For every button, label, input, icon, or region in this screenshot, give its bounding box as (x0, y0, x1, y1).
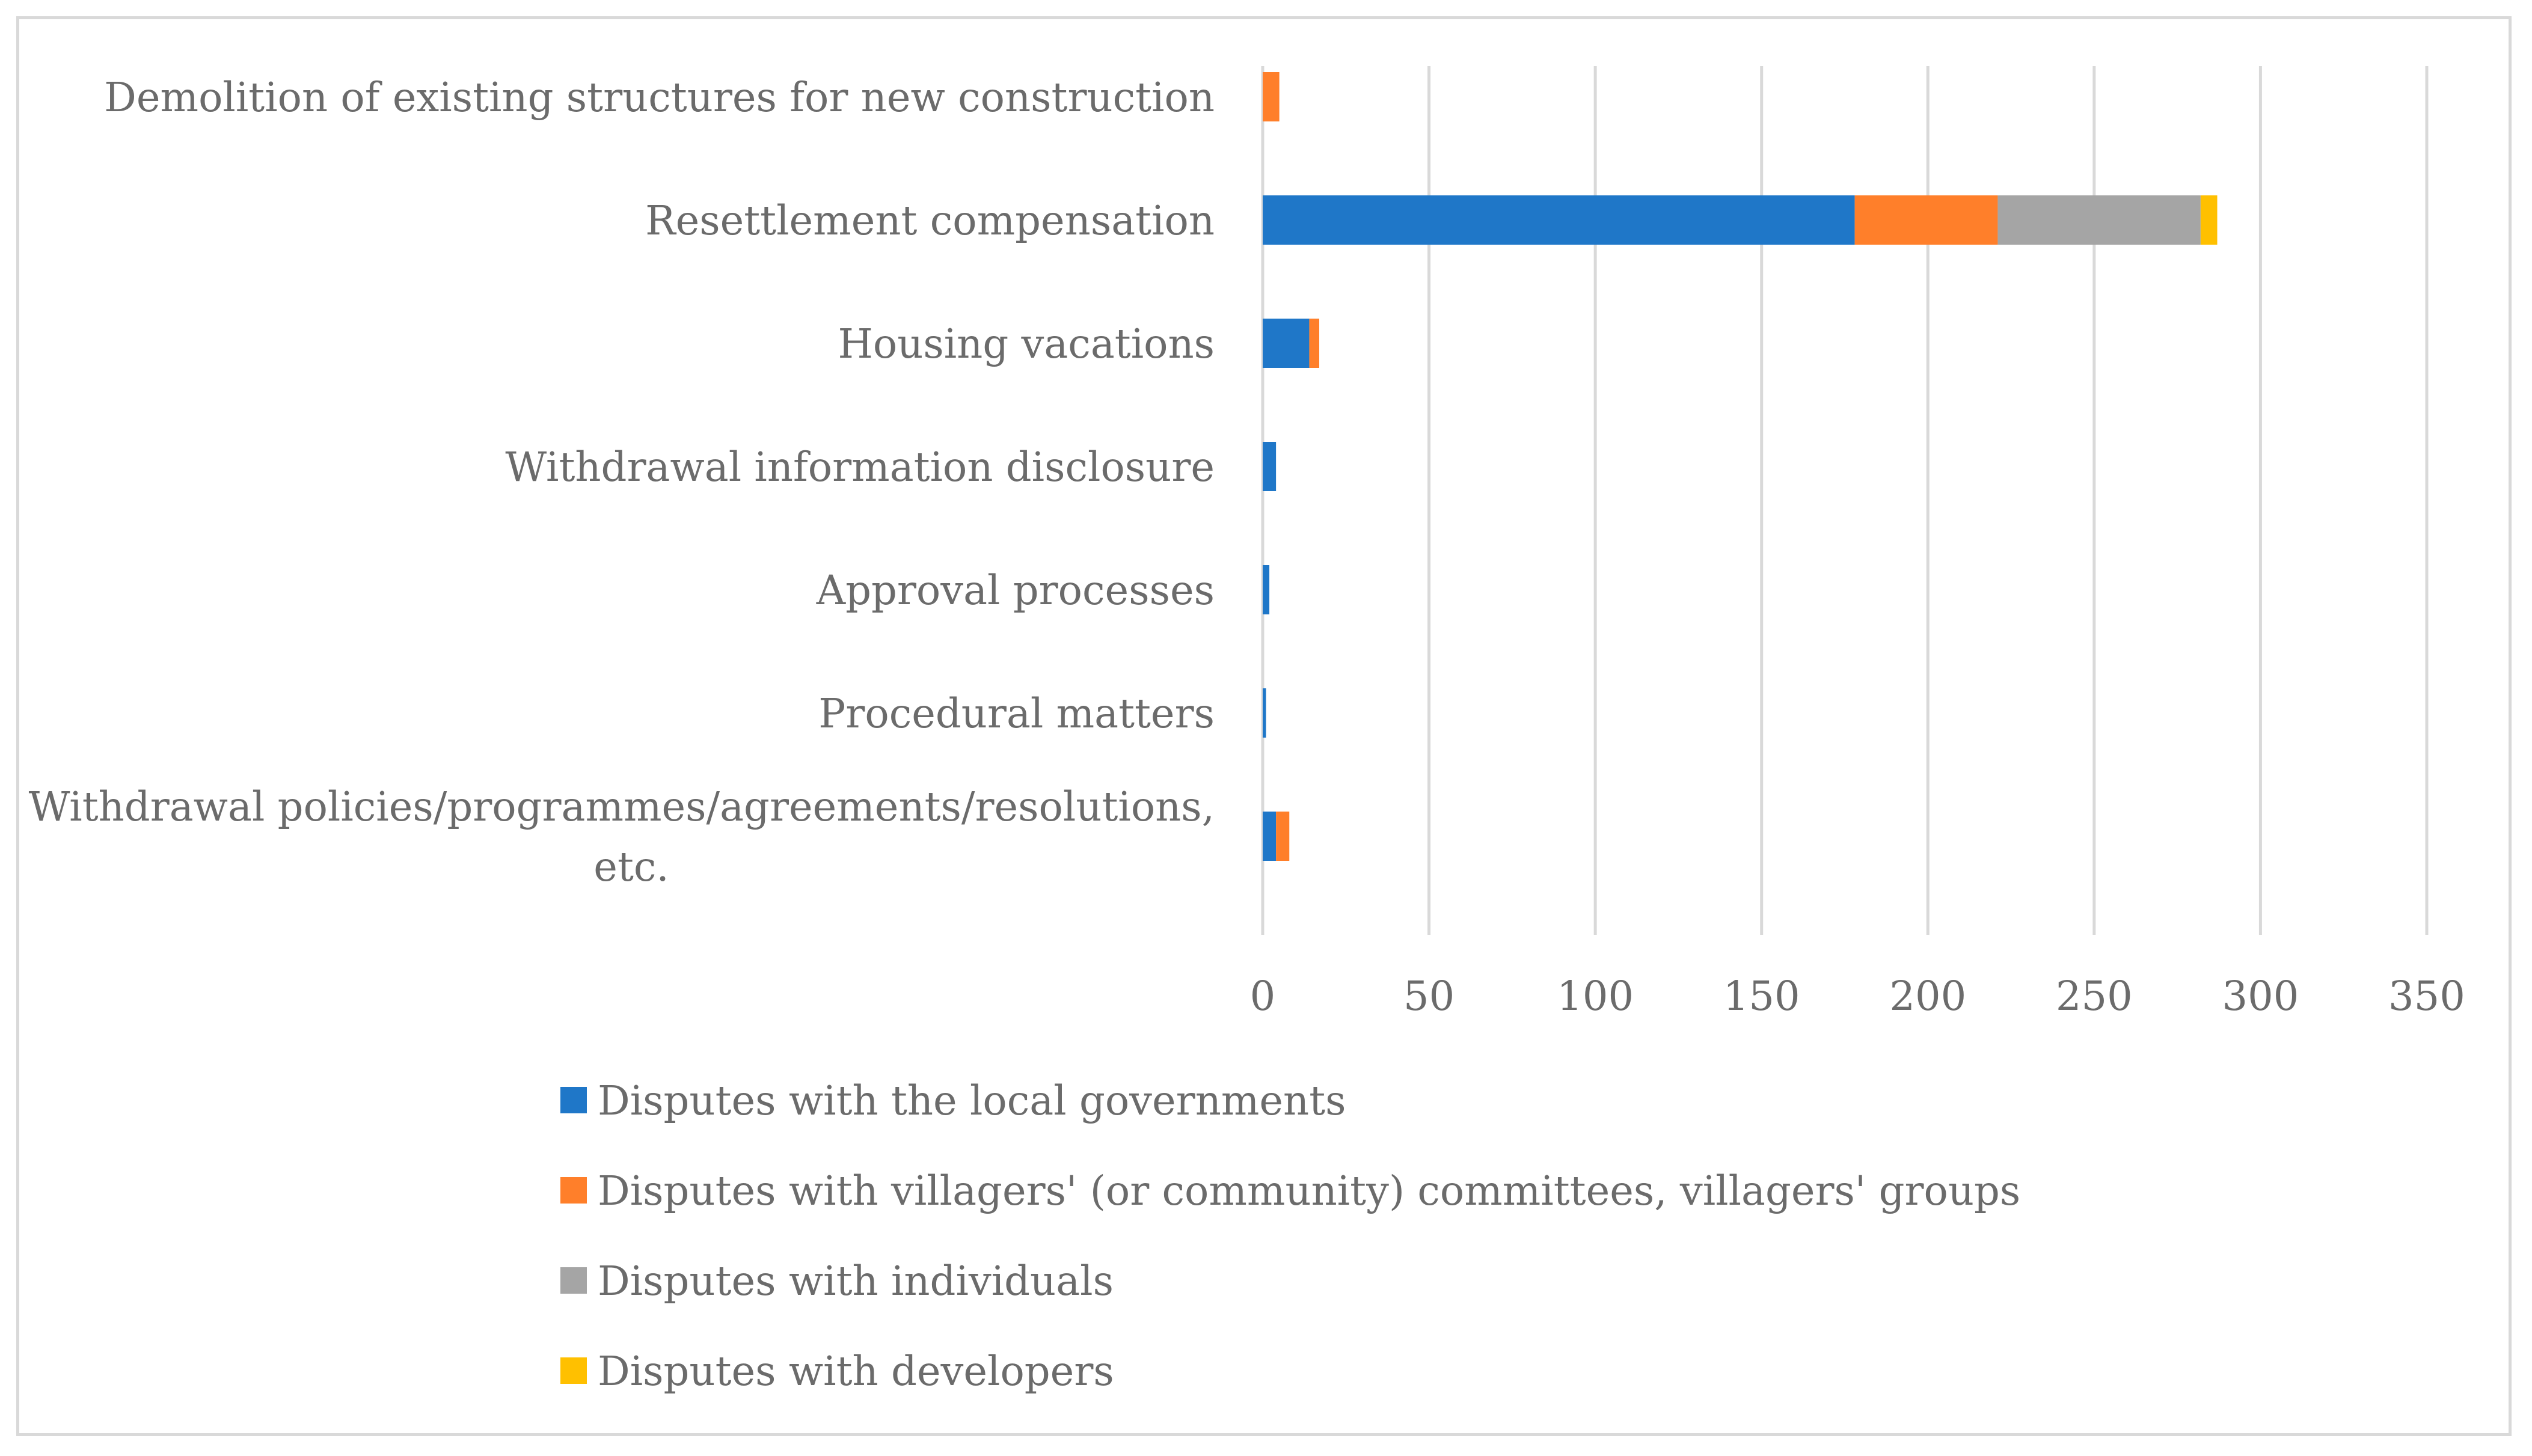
x-tick-label: 0 (1250, 973, 1276, 1020)
x-tick-label: 300 (2222, 973, 2299, 1020)
legend: Disputes with the local governments Dispu… (560, 1077, 2020, 1395)
x-tick-label: 250 (2056, 973, 2133, 1020)
x-tick-label: 100 (1557, 973, 1634, 1020)
bar-segment (1263, 319, 1310, 368)
category-label: Housing vacations (838, 320, 1215, 367)
bar-segment (1263, 72, 1280, 121)
legend-label: Disputes with developers (598, 1348, 1114, 1395)
category-label: Demolition of existing structures for ne… (104, 74, 1215, 121)
bar-segment (1263, 195, 1855, 245)
x-axis-ticks: 0 50 100 150 200 250 300 350 (1250, 973, 2465, 1020)
x-tick-label: 200 (1889, 973, 1966, 1020)
bar-segment (1263, 688, 1266, 738)
x-tick-label: 350 (2388, 973, 2465, 1020)
legend-swatch (560, 1177, 587, 1204)
category-label: Procedural matters (818, 690, 1215, 737)
legend-swatch (560, 1087, 587, 1113)
bar-segment (1263, 565, 1270, 614)
category-label: etc. (593, 843, 669, 890)
bar-segment (1263, 812, 1277, 861)
category-label: Withdrawal policies/programmes/agreement… (29, 783, 1215, 830)
legend-label: Disputes with villagers' (or community) … (598, 1167, 2020, 1214)
category-label: Approval processes (816, 567, 1215, 614)
x-tick-label: 150 (1723, 973, 1800, 1020)
bar-segment (1276, 812, 1290, 861)
legend-swatch (560, 1357, 587, 1384)
bars (1263, 72, 2218, 861)
bar-segment (1309, 319, 1320, 368)
bar-segment (2200, 195, 2218, 245)
category-label: Withdrawal information disclosure (505, 444, 1215, 491)
legend-label: Disputes with individuals (598, 1258, 1114, 1305)
bar-segment (1997, 195, 2201, 245)
legend-label: Disputes with the local governments (598, 1077, 1346, 1124)
x-tick-label: 50 (1403, 973, 1455, 1020)
bar-segment (1263, 442, 1277, 491)
category-labels: Demolition of existing structures for ne… (29, 74, 1215, 890)
bar-segment (1854, 195, 1998, 245)
legend-swatch (560, 1267, 587, 1294)
category-label: Resettlement compensation (645, 197, 1215, 244)
